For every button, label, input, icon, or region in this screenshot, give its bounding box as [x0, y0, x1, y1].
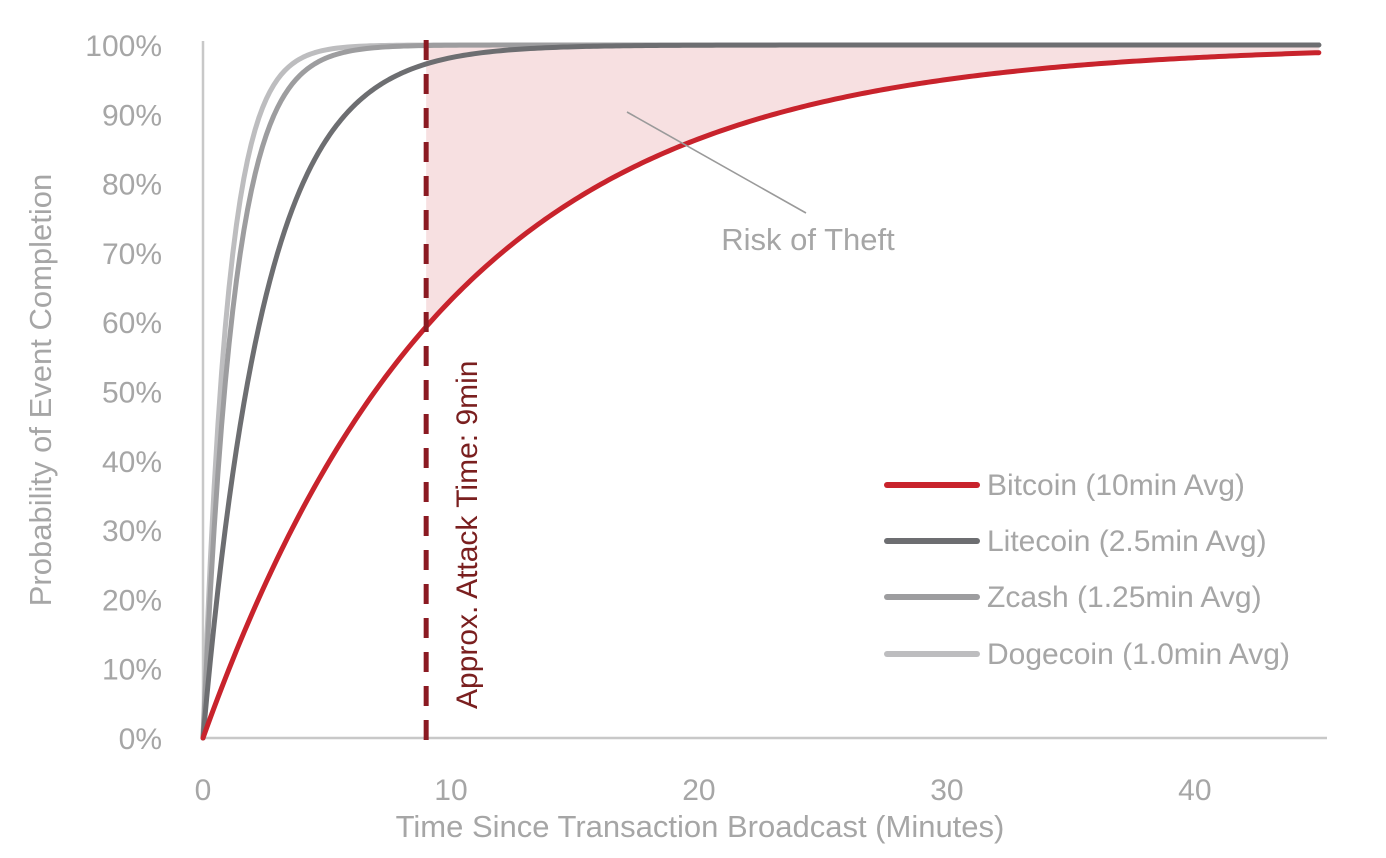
annotation-leader-line — [626, 111, 807, 214]
legend-label-bitcoin: Bitcoin (10min Avg) — [987, 469, 1245, 502]
x-tick-label: 0 — [195, 774, 212, 807]
series-line-zcash — [200, 42, 1322, 741]
annotation-risk-of-theft: Risk of Theft — [721, 222, 895, 257]
legend-label-dogecoin: Dogecoin (1.0min Avg) — [987, 638, 1290, 671]
legend-label-zcash: Zcash (1.25min Avg) — [987, 581, 1262, 614]
x-tick-label: 40 — [1178, 774, 1211, 807]
y-tick-label: 60% — [102, 307, 162, 340]
x-tick-label: 20 — [682, 774, 715, 807]
y-axis-title: Probability of Event Completion — [23, 174, 58, 607]
series-line-dogecoin — [200, 42, 1322, 741]
y-tick-label: 50% — [102, 377, 162, 410]
x-tick-label: 30 — [930, 774, 963, 807]
y-tick-label: 30% — [102, 515, 162, 548]
x-axis-title: Time Since Transaction Broadcast (Minute… — [396, 809, 1005, 844]
y-tick-label: 90% — [102, 99, 162, 132]
y-tick-label: 40% — [102, 446, 162, 479]
legend-label-litecoin: Litecoin (2.5min Avg) — [987, 525, 1267, 558]
series-line-bitcoin — [200, 50, 1322, 741]
y-tick-label: 10% — [102, 654, 162, 687]
y-tick-label: 20% — [102, 584, 162, 617]
x-tick-label: 10 — [434, 774, 467, 807]
y-tick-label: 100% — [85, 30, 162, 63]
series-line-litecoin — [200, 42, 1322, 741]
y-tick-label: 70% — [102, 238, 162, 271]
y-tick-label: 0% — [119, 723, 162, 756]
attack-time-label: Approx. Attack Time: 9min — [451, 361, 484, 709]
y-tick-label: 80% — [102, 169, 162, 202]
risk-of-theft-region — [426, 45, 1319, 327]
